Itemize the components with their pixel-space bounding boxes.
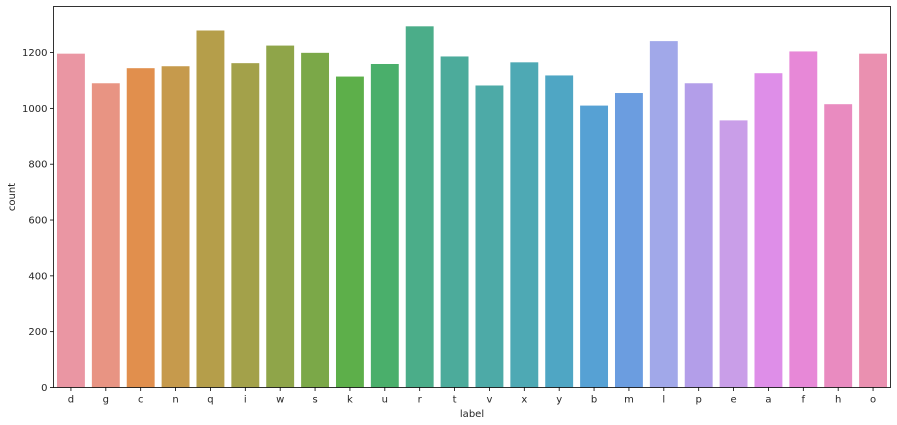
bar-o	[859, 53, 888, 388]
y-tick-label: 200	[28, 327, 47, 338]
bar-m	[614, 93, 643, 388]
bar-u	[370, 63, 399, 388]
x-tick-label: w	[276, 395, 284, 406]
x-tick-label: p	[696, 395, 702, 406]
x-axis-label: label	[460, 409, 484, 420]
bar-r	[405, 26, 434, 388]
x-tick-label: c	[138, 395, 144, 406]
x-tick-label: d	[68, 395, 74, 406]
x-tick-label: u	[382, 395, 388, 406]
y-tick-label: 800	[28, 160, 47, 171]
x-tick-label: o	[870, 395, 876, 406]
y-tick-label: 400	[28, 271, 47, 282]
bars-group	[56, 26, 888, 388]
x-tick-label: a	[765, 395, 771, 406]
plot-frame	[53, 6, 891, 388]
x-tick-label: l	[662, 395, 665, 406]
bar-g	[91, 83, 120, 388]
y-tick-label: 1000	[22, 104, 47, 115]
x-tick-label: e	[730, 395, 736, 406]
x-tick-label: m	[624, 395, 634, 406]
x-tick-label: n	[172, 395, 178, 406]
bar-i	[231, 63, 260, 388]
x-tick-label: s	[312, 395, 317, 406]
bar-q	[196, 30, 225, 388]
bar-l	[649, 41, 678, 388]
bar-t	[440, 56, 469, 388]
x-tick-label: q	[207, 395, 213, 406]
y-tick-label: 600	[28, 216, 47, 227]
x-tick-label: b	[591, 395, 597, 406]
bar-f	[789, 51, 818, 388]
y-tick-label: 0	[41, 383, 47, 394]
bar-w	[266, 45, 295, 388]
bar-c	[126, 68, 155, 388]
bar-k	[335, 76, 364, 388]
y-tick-label: 1200	[22, 48, 47, 59]
bar-v	[475, 85, 504, 388]
x-tick-label: h	[835, 395, 841, 406]
bar-y	[545, 75, 574, 388]
bar-p	[684, 83, 713, 388]
y-axis: 0 200 400 600 800 1000 1200	[22, 48, 54, 394]
x-tick-label: k	[347, 395, 353, 406]
bar-a	[754, 73, 783, 388]
bar-h	[824, 104, 853, 388]
bar-x	[510, 62, 539, 388]
x-tick-label: g	[103, 395, 109, 406]
bar-b	[580, 105, 609, 388]
x-tick-label: f	[802, 395, 806, 406]
y-axis-label: count	[7, 183, 18, 211]
x-tick-label: x	[521, 395, 527, 406]
bar-s	[301, 52, 330, 388]
bar-n	[161, 66, 190, 388]
x-tick-label: r	[418, 395, 423, 406]
bar-e	[719, 120, 748, 388]
x-tick-label: v	[486, 395, 492, 406]
x-tick-label: i	[244, 395, 247, 406]
bar-d	[56, 53, 85, 388]
x-tick-label: t	[453, 395, 457, 406]
x-tick-label: y	[556, 395, 562, 406]
